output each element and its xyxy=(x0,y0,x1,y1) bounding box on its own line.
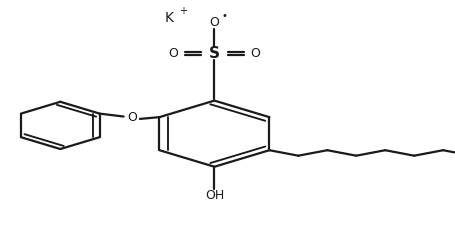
Text: S: S xyxy=(208,46,219,61)
Text: OH: OH xyxy=(204,189,223,201)
Text: +: + xyxy=(179,6,187,16)
Text: •: • xyxy=(221,11,227,21)
Text: K: K xyxy=(164,11,173,25)
Text: O: O xyxy=(250,47,259,60)
Text: O: O xyxy=(126,111,136,124)
Text: O: O xyxy=(168,47,178,60)
Text: O: O xyxy=(209,16,219,29)
